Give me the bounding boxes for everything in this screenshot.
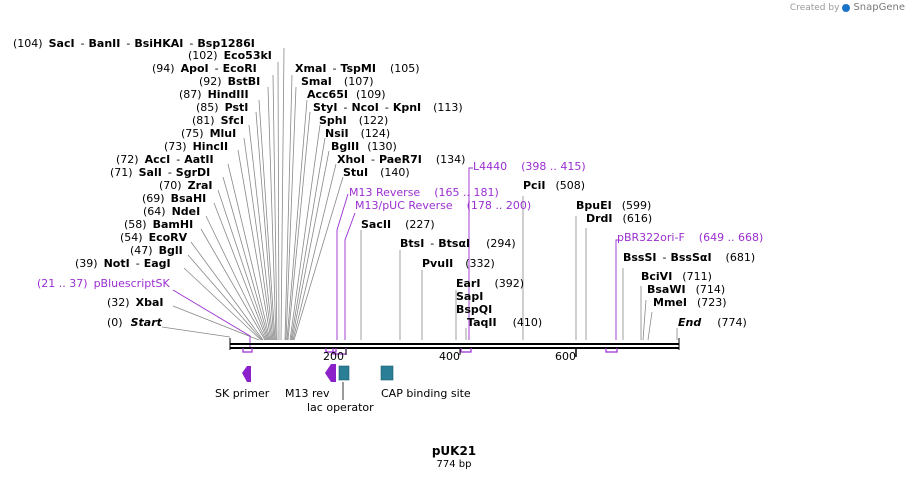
enzyme-label-bpuEI: BpuEI (599) xyxy=(576,199,651,212)
enzyme-label-styI: StyI - NcoI - KpnI (113) xyxy=(313,101,463,114)
enzyme-label-hindIII: (87) HindIII xyxy=(179,88,249,101)
plasmid-size: 774 bp xyxy=(436,459,472,470)
enzyme-label-notI: (39) NotI - EagI xyxy=(75,257,171,270)
enzyme-label-pstI: (85) PstI xyxy=(196,101,248,114)
enzyme-label-bstBI: (92) BstBI xyxy=(199,75,260,88)
primer-label-pbr322ori-f: pBR322ori-F (649 .. 668) xyxy=(617,231,763,244)
sk-primer-arrow-icon xyxy=(242,366,251,382)
plasmid-title: pUK21 774 bp xyxy=(354,444,554,470)
sequence-backbone xyxy=(229,338,680,350)
enzyme-label-taqII: TaqII (410) xyxy=(467,316,542,329)
primer-label-l4440: L4440 (398 .. 415) xyxy=(473,160,586,173)
enzyme-label-bsaWI: BsaWI (714) xyxy=(647,283,725,296)
feature-label-cap-binding-site: CAP binding site xyxy=(381,387,471,400)
primer-label-pbluescriptsk: (21 .. 37) pBluescriptSK xyxy=(37,277,171,290)
enzyme-label-bspQI: BspQI xyxy=(456,303,492,316)
enzyme-label-drdI: DrdI (616) xyxy=(586,212,652,225)
ruler-tick-200: 200 xyxy=(323,350,344,363)
enzyme-label-salI: (71) SalI - SgrDI xyxy=(110,166,210,179)
enzyme-label-btsI: BtsI - BtsαI (294) xyxy=(400,237,516,250)
enzyme-label-end: End (774) xyxy=(678,316,747,329)
feature-track xyxy=(242,364,394,400)
enzyme-label-pciI: PciI (508) xyxy=(523,179,585,192)
enzyme-label-sphI: SphI (122) xyxy=(319,114,388,127)
primer-leader-lines xyxy=(172,167,618,348)
enzyme-label-bamHI: (58) BamHI xyxy=(124,218,193,231)
primer-brackets xyxy=(242,348,618,355)
feature-label-m13-rev: M13 rev xyxy=(285,387,330,400)
ruler: 200 400 600 xyxy=(323,349,577,363)
primer-label-m13-puc-reverse: M13/pUC Reverse (178 .. 200) xyxy=(355,199,531,212)
enzyme-label-bssSI: BssSI - BssSαI (681) xyxy=(623,251,755,264)
enzyme-label-bciVI: BciVI (711) xyxy=(641,270,712,283)
enzyme-label-earI: EarI (392) xyxy=(456,277,524,290)
enzyme-label-stuI: StuI (140) xyxy=(343,166,410,179)
enzyme-label-eco53kI: (102) Eco53kI xyxy=(188,49,272,62)
enzyme-label-bsaHI: (69) BsaHI xyxy=(142,192,206,205)
enzyme-label-smaI: SmaI (107) xyxy=(301,75,374,88)
enzyme-label-start: (0) Start xyxy=(107,316,163,329)
enzyme-label-acc65I: Acc65I (109) xyxy=(307,88,386,101)
enzyme-leader-lines xyxy=(161,47,678,341)
snapgene-credit: Created by SnapGene xyxy=(790,2,905,13)
enzyme-label-accI: (72) AccI - AatII xyxy=(116,153,214,166)
enzyme-label-hincII: (73) HincII xyxy=(164,140,228,153)
enzyme-label-mmeI: MmeI (723) xyxy=(653,296,727,309)
cap-binding-site-box xyxy=(380,365,394,381)
snapgene-logo-icon xyxy=(842,3,851,12)
enzyme-label-ndeI: (64) NdeI xyxy=(143,205,200,218)
enzyme-label-apoI: (94) ApoI - EcoRI xyxy=(152,62,257,75)
enzyme-label-bglII: BglII (130) xyxy=(331,140,397,153)
ruler-tick-400: 400 xyxy=(439,350,460,363)
feature-label-lac-operator: lac operator xyxy=(307,401,374,414)
plasmid-name: pUK21 xyxy=(431,444,477,458)
primer-label-m13-reverse: M13 Reverse (165 .. 181) xyxy=(349,186,499,199)
credit-brand: SnapGene xyxy=(853,2,905,13)
lac-operator-box xyxy=(338,365,350,381)
enzyme-label-ecoRV: (54) EcoRV xyxy=(120,231,188,244)
enzyme-label-sacII: SacII (227) xyxy=(361,218,435,231)
feature-label-sk-primer: SK primer xyxy=(215,387,270,400)
enzyme-label-mluI: (75) MluI xyxy=(181,127,236,140)
enzyme-label-zraI: (70) ZraI xyxy=(159,179,213,192)
enzyme-label-sfcI: (81) SfcI xyxy=(192,114,244,127)
m13-rev-arrow-icon xyxy=(325,364,336,382)
credit-prefix: Created by xyxy=(789,2,840,13)
enzyme-label-xmaI: XmaI - TspMI (105) xyxy=(295,62,420,75)
enzyme-label-sacI: (104) SacI - BanII - BsiHKAI - Bsp1286I xyxy=(13,37,255,50)
enzyme-label-pvuII: PvuII (332) xyxy=(422,257,495,270)
ruler-tick-600: 600 xyxy=(555,350,576,363)
enzyme-label-nsiI: NsiI (124) xyxy=(325,127,390,140)
enzyme-label-bglI: (47) BglI xyxy=(130,244,183,257)
enzyme-label-xbaI: (32) XbaI xyxy=(107,296,163,309)
enzyme-label-xhoI: XhoI - PaeR7I (134) xyxy=(337,153,465,166)
enzyme-label-sapI: SapI xyxy=(456,290,483,303)
